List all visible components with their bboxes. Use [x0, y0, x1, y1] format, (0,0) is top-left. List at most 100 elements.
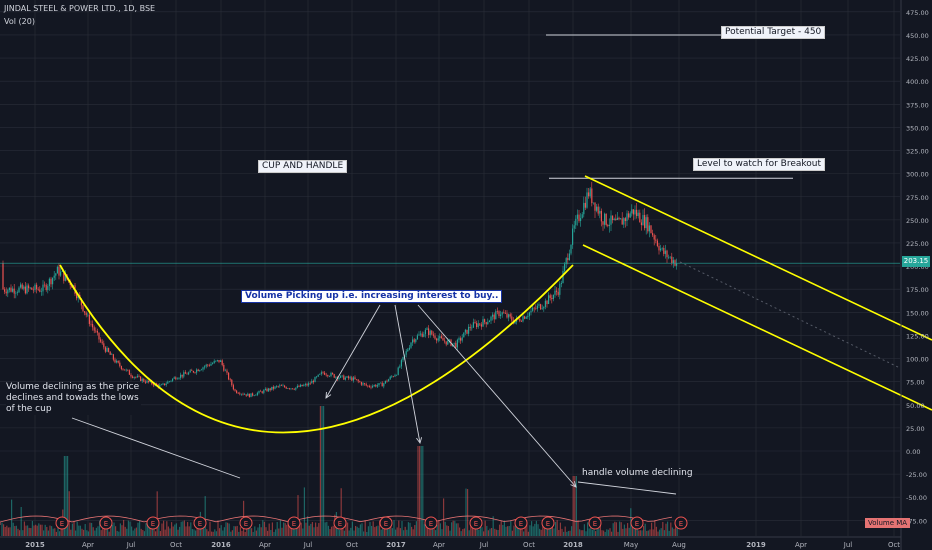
candle-body	[664, 250, 666, 254]
candle-body	[509, 314, 511, 317]
volume-bar	[505, 526, 507, 536]
earnings-marker-label: E	[244, 520, 248, 528]
volume-bar	[153, 528, 155, 536]
volume-pickup-label[interactable]: Volume Picking up i.e. increasing intere…	[241, 290, 503, 303]
candle-body	[589, 188, 591, 197]
candle-body	[584, 202, 586, 208]
candle-body	[629, 213, 631, 218]
candle-body	[380, 382, 382, 384]
volume-bar	[502, 524, 504, 536]
volume-bar	[363, 531, 365, 536]
volume-bar	[601, 530, 603, 536]
earnings-icon	[424, 516, 438, 530]
volume-bar	[603, 530, 605, 536]
volume-bar	[567, 530, 569, 536]
candle-body	[389, 376, 391, 380]
candle-body	[36, 284, 38, 290]
volume-bar	[611, 531, 613, 536]
candle-body	[402, 356, 404, 361]
volume-bar	[585, 531, 587, 536]
earnings-marker-label: E	[429, 520, 433, 528]
candle-body	[592, 202, 594, 204]
x-tick-label: Apr	[82, 541, 94, 549]
candle-body	[583, 202, 585, 215]
volume-bar	[313, 527, 315, 536]
volume-bar	[649, 529, 651, 536]
volume-bar	[79, 525, 81, 536]
volume-bar	[31, 520, 33, 536]
candle-body	[636, 209, 638, 217]
y-tick-label: -50.00	[906, 494, 927, 502]
volume-bar	[417, 446, 419, 536]
earnings-icon	[588, 516, 602, 530]
cup-curve	[59, 264, 574, 434]
volume-bar	[609, 528, 611, 536]
x-tick-label: Apr	[795, 541, 807, 549]
volume-bar	[635, 527, 637, 536]
candle-body	[368, 385, 370, 387]
y-tick-label: 350.00	[906, 124, 929, 132]
candle-body	[640, 222, 642, 226]
candle-body	[191, 370, 193, 371]
volume-bar	[15, 525, 17, 536]
volume-bar	[324, 522, 326, 536]
volume-bar	[419, 446, 421, 536]
volume-bar	[561, 528, 563, 536]
candle-body	[80, 298, 82, 306]
candle-body	[239, 393, 241, 395]
candle-body	[565, 258, 567, 265]
candle-body	[360, 382, 362, 385]
volume-indicator-label[interactable]: Vol (20)	[4, 17, 35, 26]
candle-body	[308, 383, 310, 386]
volume-bar	[203, 528, 205, 536]
volume-bar	[321, 406, 323, 536]
pattern-label[interactable]: CUP AND HANDLE	[258, 160, 348, 173]
volume-bar	[524, 523, 526, 536]
volume-bar	[1, 522, 3, 536]
volume-bar	[414, 525, 416, 536]
volume-bar	[569, 530, 571, 536]
volume-bar	[587, 522, 589, 536]
volume-bar	[286, 524, 288, 536]
candle-body	[413, 339, 415, 342]
candle-body	[496, 311, 498, 312]
volume-bar	[628, 527, 630, 536]
volume-bar	[175, 523, 177, 536]
volume-bar	[531, 521, 533, 536]
volume-bar	[356, 526, 358, 536]
candle-body	[400, 360, 402, 367]
volume-bar	[155, 531, 157, 536]
candle-body	[362, 383, 364, 385]
potential-target-label[interactable]: Potential Target - 450	[721, 26, 826, 39]
candle-body	[468, 326, 470, 334]
volume-bar	[71, 523, 73, 536]
candle-body	[4, 289, 6, 292]
candle-body	[466, 329, 468, 334]
volume-bar	[262, 520, 264, 536]
candle-body	[194, 372, 196, 373]
volume-bar	[499, 524, 501, 536]
volume-bar	[193, 529, 195, 536]
volume-declining-label[interactable]: Volume declining as the price declines a…	[6, 382, 141, 415]
candle-body	[40, 291, 42, 293]
volume-bar	[595, 531, 597, 536]
x-tick-label: Apr	[259, 541, 271, 549]
volume-bar	[124, 526, 126, 536]
candle-body	[671, 256, 673, 264]
volume-bar	[473, 528, 475, 536]
handle-volume-label[interactable]: handle volume declining	[582, 468, 693, 478]
volume-bar	[190, 522, 192, 536]
candle-body	[344, 377, 346, 380]
candle-body	[522, 316, 524, 322]
candle-body	[514, 321, 516, 324]
candle-body	[346, 376, 348, 378]
volume-bar	[259, 523, 261, 536]
candle-body	[282, 385, 284, 387]
breakout-level-label[interactable]: Level to watch for Breakout	[693, 158, 826, 171]
candle-body	[244, 394, 246, 395]
volume-bar	[631, 526, 633, 536]
volume-bar	[22, 530, 24, 536]
y-tick-label: 150.00	[906, 309, 929, 317]
y-tick-label: 0.00	[906, 448, 920, 456]
